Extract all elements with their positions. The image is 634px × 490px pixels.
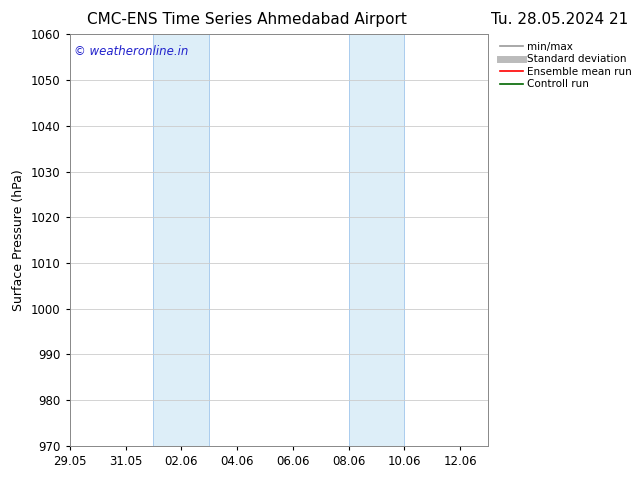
Y-axis label: Surface Pressure (hPa): Surface Pressure (hPa) [13,169,25,311]
Text: © weatheronline.in: © weatheronline.in [74,45,188,58]
Text: Tu. 28.05.2024 21 UTC: Tu. 28.05.2024 21 UTC [491,12,634,27]
Text: CMC-ENS Time Series Ahmedabad Airport: CMC-ENS Time Series Ahmedabad Airport [87,12,407,27]
Bar [153,34,209,446]
Legend: min/max, Standard deviation, Ensemble mean run, Controll run: min/max, Standard deviation, Ensemble me… [498,40,633,92]
Bar [349,34,404,446]
